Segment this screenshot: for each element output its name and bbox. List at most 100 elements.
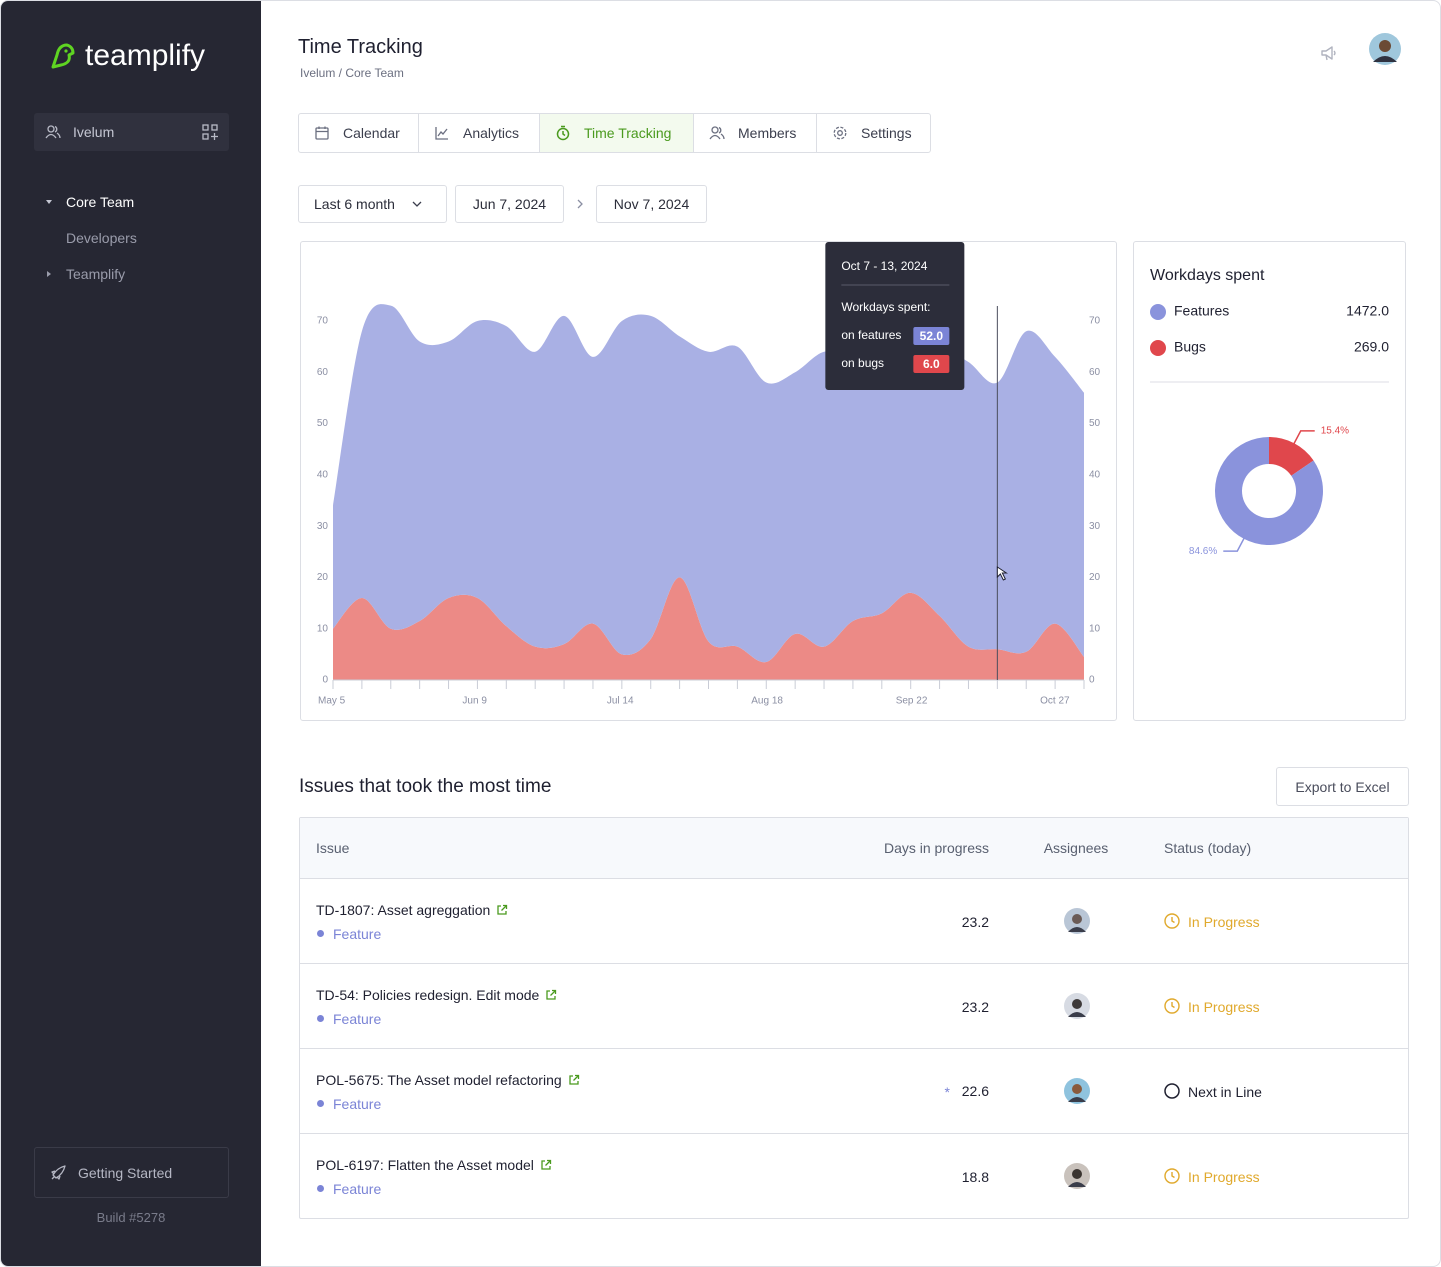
days-in-progress: 22.6 — [961, 1083, 989, 1099]
tooltip-value: 52.0 — [920, 329, 944, 343]
assignee-avatar — [1064, 908, 1090, 934]
status-label: Next in Line — [1188, 1084, 1262, 1100]
status-icon — [1164, 913, 1180, 929]
legend-dot — [1150, 340, 1166, 356]
chevron-down — [412, 201, 422, 207]
estimate-flag: * — [944, 1084, 950, 1100]
table-row: TD-1807: Asset agreggation Feature 23.2 In … — [300, 879, 1408, 964]
date-from[interactable]: Jun 7, 2024 — [455, 185, 564, 223]
tooltip-label: on bugs — [841, 356, 884, 370]
days-in-progress: 18.8 — [961, 1169, 989, 1185]
status-icon — [1164, 1083, 1180, 1099]
leader-line — [1292, 430, 1315, 446]
tab[interactable]: Time Tracking — [540, 114, 694, 152]
date-to-label: Nov 7, 2024 — [613, 196, 690, 212]
breadcrumb[interactable]: Ivelum / Core Team — [300, 66, 404, 80]
donut-chart: Workdays spent Features 1472.0 Bugs 269.0 15.… — [1150, 267, 1389, 557]
icon — [709, 126, 725, 140]
tooltip-badge — [913, 355, 950, 373]
tab[interactable]: Analytics — [419, 114, 540, 152]
issue-type: Feature — [333, 1011, 382, 1027]
rocket-icon — [51, 1165, 66, 1180]
days-in-progress: 23.2 — [961, 914, 989, 930]
tab-icon — [832, 125, 848, 141]
table-title: Issues that took the most time — [299, 776, 552, 797]
x-tick-label: Jun 9 — [462, 696, 487, 707]
external-link-icon — [541, 1159, 552, 1170]
avatar — [1064, 1163, 1090, 1189]
assignee-avatar — [1064, 993, 1090, 1019]
issue-title[interactable]: TD-54: Policies redesign. Edit mode — [316, 988, 557, 1003]
avatar — [1064, 908, 1090, 934]
icon — [435, 127, 448, 140]
announcements-icon[interactable] — [1319, 43, 1339, 63]
tab[interactable]: Calendar — [299, 114, 419, 152]
tree-item[interactable]: Core Team — [66, 194, 135, 210]
workspace-switcher[interactable]: Ivelum — [34, 113, 229, 151]
tree-item[interactable]: Developers — [66, 230, 137, 246]
tree-item[interactable]: Teamplify — [66, 266, 126, 282]
assignee-avatar — [1064, 1078, 1090, 1104]
y2-tick-label: 60 — [1089, 367, 1101, 378]
x-tick-label: Sep 22 — [896, 696, 928, 707]
tab-label: Calendar — [343, 125, 400, 141]
tabs: Calendar Analytics Time Tracking Members Set… — [298, 113, 931, 153]
caret-down — [46, 200, 52, 204]
logo-icon — [51, 43, 75, 69]
y-tick-label: 30 — [317, 521, 329, 532]
area-series — [333, 577, 1084, 680]
export-label: Export to Excel — [1295, 778, 1390, 795]
donut-segment — [1269, 437, 1314, 476]
getting-started-label: Getting Started — [78, 1165, 173, 1181]
avatar — [1064, 993, 1090, 1019]
type-dot — [317, 930, 324, 937]
tab[interactable]: Members — [694, 114, 817, 152]
issue-title[interactable]: POL-5675: The Asset model refactoring — [316, 1073, 580, 1088]
y-tick-label: 0 — [322, 675, 328, 686]
issue-type: Feature — [333, 1096, 382, 1112]
issue-type: Feature — [333, 1181, 382, 1197]
y2-tick-label: 20 — [1089, 572, 1101, 583]
external-link-icon — [497, 904, 508, 915]
legend-label: Bugs — [1174, 339, 1206, 355]
y-tick-label: 40 — [317, 469, 329, 480]
tooltip-label: on features — [841, 328, 901, 342]
cursor — [996, 566, 1009, 581]
chevron-right — [577, 199, 583, 209]
range-select[interactable]: Last 6 month — [298, 185, 447, 223]
donut-segment — [1214, 437, 1323, 545]
type-dot — [317, 1015, 324, 1022]
x-tick-label: Jul 14 — [607, 696, 634, 707]
y-tick-label: 10 — [317, 623, 329, 634]
external-link-icon — [569, 1074, 579, 1085]
tab-bar: Calendar Analytics Time Tracking Members Set… — [299, 114, 930, 152]
y2-tick-label: 40 — [1089, 469, 1101, 480]
date-to[interactable]: Nov 7, 2024 — [596, 185, 707, 223]
users-icon — [45, 125, 61, 139]
issue-title[interactable]: POL-6197: Flatten the Asset model — [316, 1158, 552, 1173]
area-series — [333, 304, 1084, 663]
user-avatar[interactable] — [1368, 32, 1402, 66]
y-tick-label: 20 — [317, 572, 329, 583]
column-header: Status (today) — [1164, 840, 1252, 856]
column-header: Issue — [316, 840, 350, 856]
logo: teamplify — [85, 39, 206, 72]
tab-label: Members — [738, 125, 797, 141]
external-link — [496, 904, 508, 918]
external-link — [568, 1074, 580, 1088]
build-number: Build #5278 — [96, 1210, 166, 1225]
issue-title[interactable]: TD-1807: Asset agreggation — [316, 903, 508, 918]
external-link — [540, 1159, 552, 1173]
tab[interactable]: Settings — [817, 114, 932, 152]
export-button[interactable]: Export to Excel — [1276, 767, 1409, 806]
tooltip-title: Oct 7 - 13, 2024 — [841, 259, 927, 273]
status-icon — [1164, 1168, 1180, 1184]
status-label: In Progress — [1188, 914, 1260, 930]
legend-value: 269.0 — [1354, 339, 1389, 355]
tab-icon — [709, 125, 725, 141]
y2-tick-label: 30 — [1089, 521, 1101, 532]
percent-label: 15.4% — [1321, 425, 1349, 436]
getting-started-button[interactable]: Getting Started — [34, 1147, 229, 1198]
donut-title: Workdays spent — [1150, 267, 1265, 284]
